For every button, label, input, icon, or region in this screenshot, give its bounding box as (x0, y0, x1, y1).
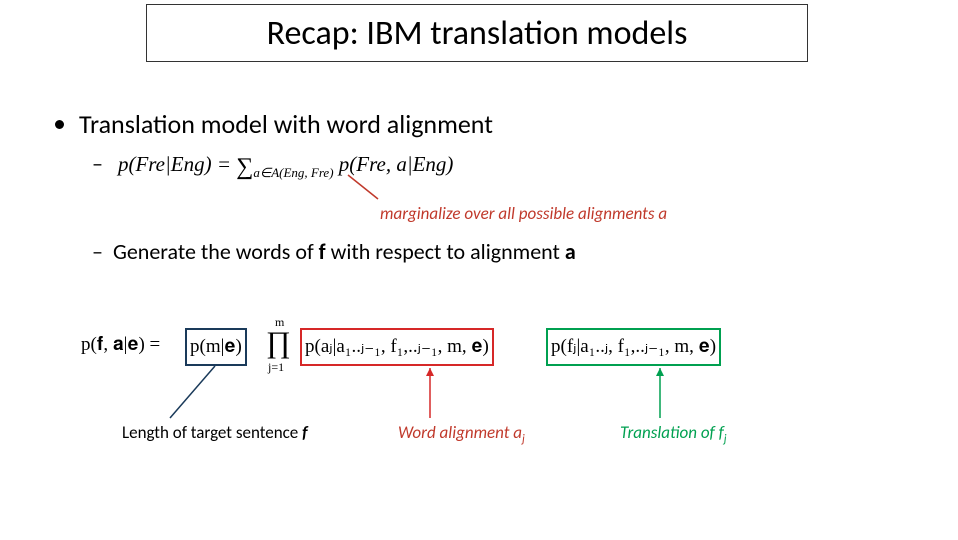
formula1-lhs: p(Fre|Eng) = (118, 152, 236, 176)
annot-wa-text: Word alignment (398, 422, 513, 443)
formula1-sumsub: a∈A(Eng, Fre) (253, 165, 333, 180)
f2-prod-top: m (275, 315, 284, 330)
bullet-generate-words: –Generate the words of f with respect to… (92, 238, 576, 265)
annot-length: Length of target sentence f (122, 422, 308, 443)
formula1: p(Fre|Eng) = ∑a∈A(Eng, Fre) p(Fre, a|Eng… (118, 152, 453, 176)
annot-wa-var-a: a (513, 422, 522, 443)
arrows-svg (0, 0, 958, 540)
f2-box-alignment: p(aⱼ|a₁..ⱼ₋₁, f₁,..ⱼ₋₁, m, 𝐞) (300, 328, 494, 366)
annot-marginalize: marginalize over all possible alignments… (380, 203, 667, 224)
bullet2-a: a (565, 238, 576, 265)
f2-prod-symbol: ∏ (266, 326, 291, 360)
bullet1-text: Translation model with word alignment (79, 108, 493, 140)
annot-length-var: f (302, 422, 307, 443)
bullet-translation-model: Translation model with word alignment (55, 108, 493, 140)
formula2: p(𝐟, 𝐚|𝐞) = p(m|𝐞) ∏ m j=1 p(aⱼ|a₁..ⱼ₋₁,… (78, 310, 878, 380)
annot-marginalize-text: marginalize over all possible alignments (380, 203, 658, 224)
annot-wa-var-j: j (522, 432, 525, 446)
bullet2-pre: Generate the words of (113, 238, 319, 265)
slide-title-box: Recap: IBM translation models (146, 4, 808, 62)
f2-prod-bot: j=1 (268, 360, 284, 375)
f2-box-translation: p(fⱼ|a₁..ⱼ, f₁,..ⱼ₋₁, m, 𝐞) (546, 328, 721, 366)
annot-translation: Translation of fj (620, 422, 727, 446)
slide-title: Recap: IBM translation models (267, 13, 688, 54)
annot-tr-text: Translation of (620, 422, 719, 443)
dash-icon: – (92, 150, 103, 177)
annot-word-alignment: Word alignment aj (398, 422, 525, 446)
dash-icon-2: – (92, 238, 103, 265)
annot-tr-var-j: j (724, 432, 727, 446)
bullet2-mid: with respect to alignment (326, 238, 565, 265)
formula1-line: – p(Fre|Eng) = ∑a∈A(Eng, Fre) p(Fre, a|E… (92, 150, 453, 178)
bullet2-f: f (319, 238, 326, 265)
f2-lhs: p(𝐟, 𝐚|𝐞) = (78, 328, 163, 362)
formula1-sum: ∑ (236, 154, 253, 180)
formula1-rhs: p(Fre, a|Eng) (334, 152, 454, 176)
bullet-dot-icon (55, 120, 64, 129)
arrow-marginalize (348, 175, 378, 199)
f2-box-length: p(m|𝐞) (185, 328, 247, 366)
annot-length-text: Length of target sentence (122, 422, 302, 443)
annot-marginalize-var: a (658, 203, 667, 224)
